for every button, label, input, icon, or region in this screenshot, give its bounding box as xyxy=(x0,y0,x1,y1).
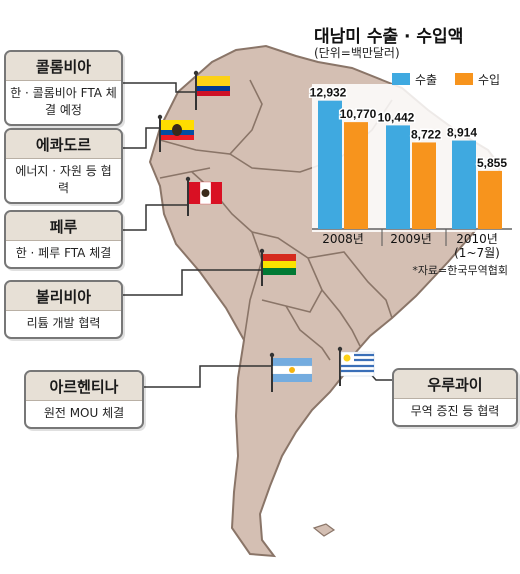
bar-exports xyxy=(318,100,342,229)
category-label: 2008년 xyxy=(322,232,364,246)
flag-emblem xyxy=(172,124,182,136)
bar-value-label: 8,722 xyxy=(411,127,441,141)
country-desc: 한 · 페루 FTA 체결 xyxy=(15,246,112,260)
callout-ecuador: 에콰도르 에너지 · 자원 등 협력 xyxy=(4,128,123,204)
chart-category-labels: 2008년 2009년 2010년(1~7월) xyxy=(322,232,500,260)
uruguay-flag xyxy=(337,346,375,386)
country-name: 페루 xyxy=(6,212,121,241)
flag-stripe xyxy=(273,374,312,382)
chart-value-labels: 12,932 10,770 10,442 8,722 8,914 5,855 xyxy=(308,84,509,171)
flag-pole-cap xyxy=(157,114,163,120)
bar-value-label: 5,855 xyxy=(477,156,507,170)
colombia-flag xyxy=(193,70,230,110)
flag-pole-cap xyxy=(193,70,199,76)
chart-unit: (단위=백만달러) xyxy=(314,46,400,60)
country-desc: 원전 MOU 체결 xyxy=(43,406,125,420)
callout-colombia: 콜롬비아 한 · 콜롬비아 FTA 체결 예정 xyxy=(4,50,123,126)
flag-stripe xyxy=(197,76,230,86)
flag-pole-cap xyxy=(269,352,275,358)
callout-peru: 페루 한 · 페루 FTA 체결 xyxy=(4,210,123,269)
category-label: 2010년 xyxy=(456,232,498,246)
flag-stripe xyxy=(161,135,194,140)
bar-imports xyxy=(412,142,436,229)
bar-value-label: 8,914 xyxy=(447,126,477,140)
bar-imports xyxy=(344,122,368,229)
flag-pole-cap xyxy=(185,176,191,182)
legend-label-imports: 수입 xyxy=(478,73,501,87)
country-desc: 에너지 · 자원 등 협력 xyxy=(15,164,112,195)
falkland-islands xyxy=(312,523,336,537)
flag-stripe xyxy=(263,261,296,268)
country-name: 아르헨티나 xyxy=(26,372,142,401)
ecuador-flag xyxy=(157,114,194,152)
country-name: 에콰도르 xyxy=(6,130,121,159)
flag-emblem xyxy=(201,189,210,197)
chart-source: *자료=한국무역협회 xyxy=(412,264,508,277)
bar-value-label: 12,932 xyxy=(310,86,347,100)
peru-flag xyxy=(185,176,222,216)
legend-item-imports: 수입 xyxy=(455,71,500,88)
callout-bolivia: 볼리비아 리튬 개발 협력 xyxy=(4,280,123,339)
country-name: 우루과이 xyxy=(394,370,516,399)
legend-swatch-exports xyxy=(392,73,410,85)
country-desc: 리튬 개발 협력 xyxy=(26,316,101,330)
country-desc: 무역 증진 등 협력 xyxy=(410,404,500,418)
country-name: 콜롬비아 xyxy=(6,52,121,81)
country-name: 볼리비아 xyxy=(6,282,121,311)
argentina-flag xyxy=(269,352,313,392)
chart-bars xyxy=(318,100,502,229)
flag-pole-cap xyxy=(337,346,343,352)
callout-uruguay: 우루과이 무역 증진 등 협력 xyxy=(392,368,518,427)
flag-stripe xyxy=(341,353,374,373)
bar-value-label: 10,442 xyxy=(378,110,415,124)
category-label: (1~7월) xyxy=(454,246,500,260)
bar-imports xyxy=(478,170,502,229)
legend-swatch-imports xyxy=(455,73,473,85)
flag-stripe xyxy=(189,182,200,204)
callout-argentina: 아르헨티나 원전 MOU 체결 xyxy=(24,370,144,429)
legend-label-exports: 수출 xyxy=(415,73,438,87)
flag-stripe xyxy=(197,91,230,96)
country-desc: 한 · 콜롬비아 FTA 체결 예정 xyxy=(10,86,117,117)
flag-stripe xyxy=(273,358,312,366)
flag-sun xyxy=(289,367,295,373)
flag-stripe xyxy=(211,182,222,204)
bolivia-flag xyxy=(259,248,296,286)
bar-value-label: 10,770 xyxy=(340,107,377,121)
legend-item-exports: 수출 xyxy=(392,71,437,88)
bar-exports xyxy=(452,140,476,229)
bar-exports xyxy=(386,125,410,229)
flag-stripe xyxy=(263,254,296,261)
category-label: 2009년 xyxy=(390,232,432,246)
flag-sun xyxy=(343,354,351,362)
flag-stripe xyxy=(263,268,296,275)
flag-stripe xyxy=(197,86,230,91)
chart-title: 대남미 수출 · 수입액 xyxy=(314,27,464,47)
flag-pole-cap xyxy=(259,248,265,254)
callout-connectors xyxy=(120,82,402,388)
